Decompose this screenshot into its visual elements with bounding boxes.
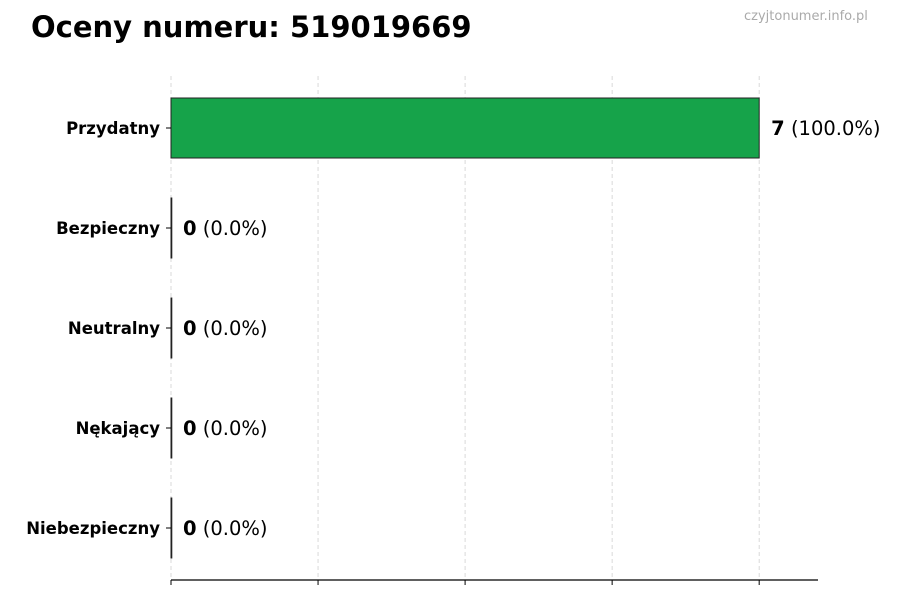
value-count: 0 xyxy=(183,317,197,340)
bar xyxy=(170,297,173,359)
value-label: 0 (0.0%) xyxy=(183,217,268,240)
bar xyxy=(170,97,760,159)
value-percent: (0.0%) xyxy=(197,517,268,540)
bar xyxy=(170,497,173,559)
category-label: Niebezpieczny xyxy=(26,519,160,538)
value-label: 7 (100.0%) xyxy=(771,117,880,140)
value-label: 0 (0.0%) xyxy=(183,317,268,340)
value-percent: (0.0%) xyxy=(197,317,268,340)
value-count: 0 xyxy=(183,217,197,240)
value-percent: (0.0%) xyxy=(197,217,268,240)
value-label: 0 (0.0%) xyxy=(183,417,268,440)
category-label: Przydatny xyxy=(66,119,160,138)
category-label: Nękający xyxy=(76,419,161,438)
value-count: 0 xyxy=(183,417,197,440)
bar xyxy=(170,197,173,259)
value-percent: (0.0%) xyxy=(197,417,268,440)
category-label: Neutralny xyxy=(68,319,160,338)
value-percent: (100.0%) xyxy=(785,117,881,140)
value-label: 0 (0.0%) xyxy=(183,517,268,540)
watermark: czyjtonumer.info.pl xyxy=(744,9,868,24)
category-label: Bezpieczny xyxy=(56,219,160,238)
value-count: 0 xyxy=(183,517,197,540)
chart-title: Oceny numeru: 519019669 xyxy=(31,10,472,44)
value-count: 7 xyxy=(771,117,785,140)
bar xyxy=(170,397,173,459)
